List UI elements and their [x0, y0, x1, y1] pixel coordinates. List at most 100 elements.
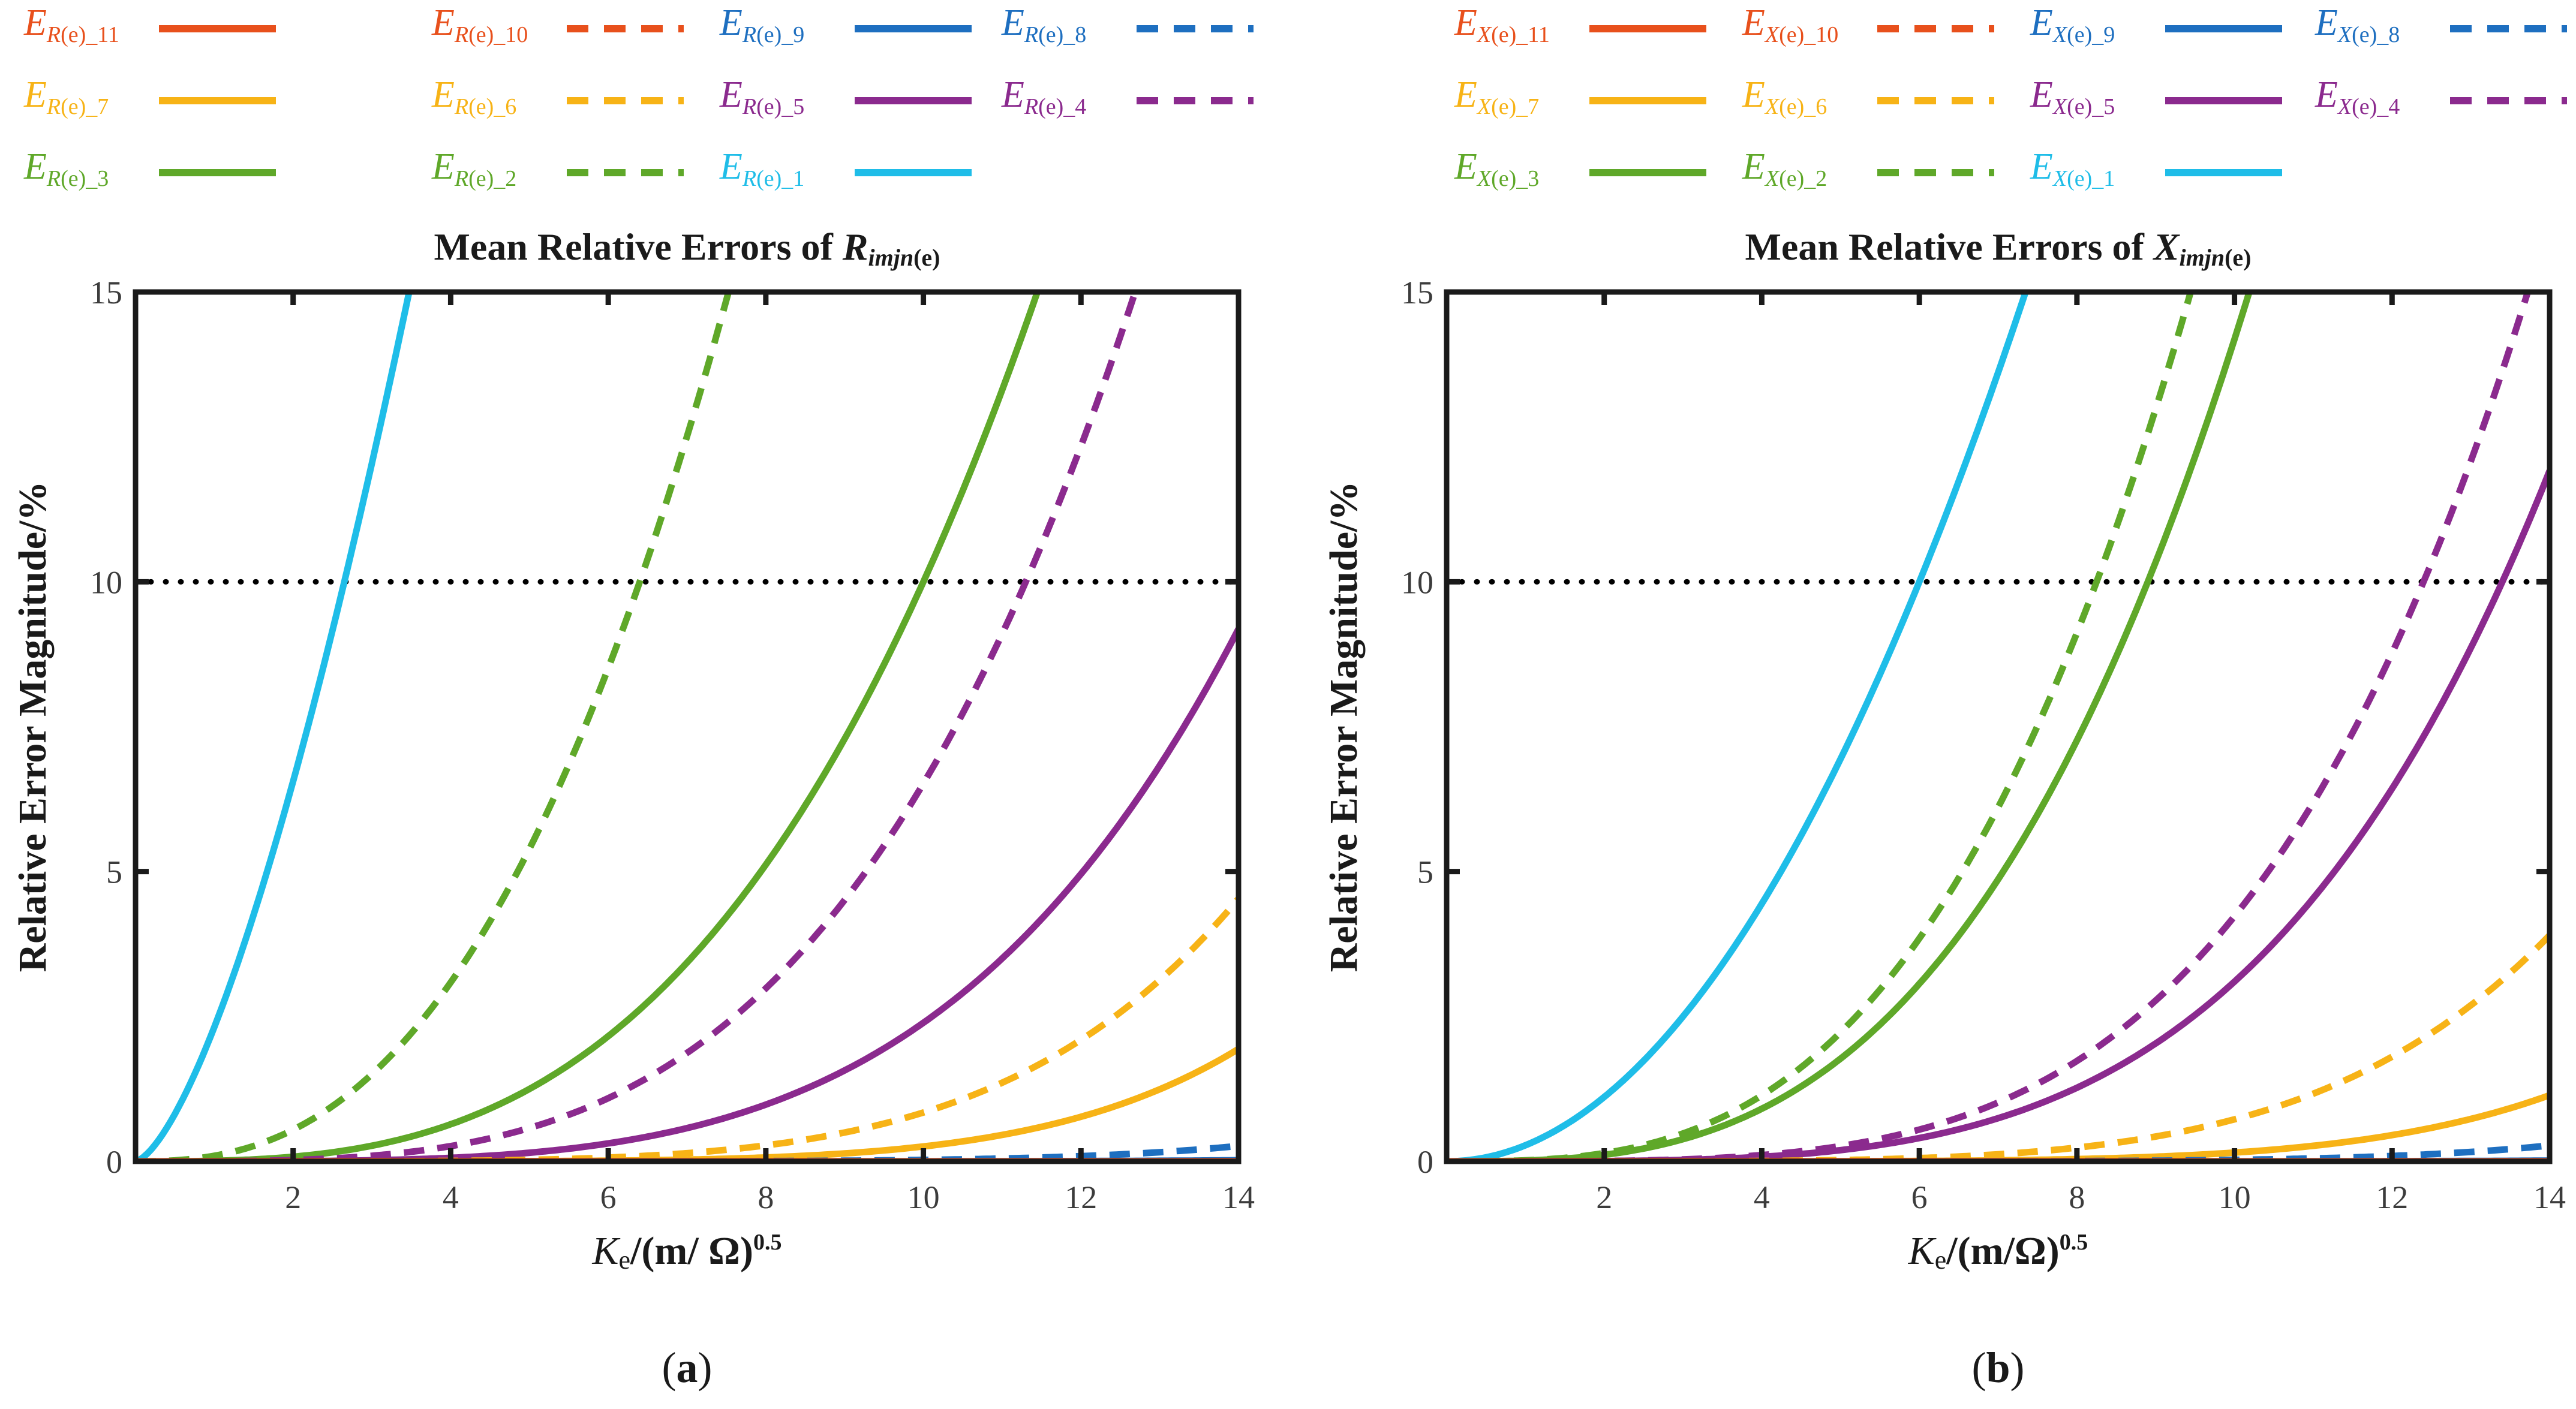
legend-item-E_R(e)_2: ER(e)_2	[431, 146, 684, 191]
x-tick-label: 8	[2069, 1179, 2085, 1215]
legend-label: EX(e)_9	[2030, 2, 2115, 47]
series-line-E_X(e)_3	[1447, 292, 2253, 1161]
legend-item-E_X(e)_7: EX(e)_7	[1454, 74, 1706, 119]
panel-label: (a)	[662, 1344, 713, 1392]
x-tick-label: 12	[2376, 1179, 2408, 1215]
x-tick-label: 2	[1596, 1179, 1612, 1215]
legend-subscript-rest: (e)_9	[756, 22, 804, 47]
legend-subscript-rest: (e)_8	[1038, 22, 1086, 47]
legend-item-E_R(e)_7: ER(e)_7	[23, 74, 276, 119]
chart-title-subscript: imjn	[2179, 244, 2225, 271]
legend-item-E_R(e)_10: ER(e)_10	[431, 2, 684, 47]
x-axis-label-var: K	[1908, 1229, 1937, 1273]
legend-symbol: E	[1454, 146, 1477, 187]
chart-title-subscript: imjn	[868, 244, 913, 271]
legend-label: EX(e)_10	[1742, 2, 1838, 47]
legend-symbol: E	[1742, 2, 1765, 43]
x-tick-label: 6	[600, 1179, 617, 1215]
legend-label: EX(e)_2	[1742, 146, 1827, 191]
legend-subscript-var: X	[1764, 166, 1780, 191]
legend-symbol: E	[431, 74, 455, 115]
legend-subscript-var: R	[454, 94, 468, 119]
legend-label: ER(e)_7	[23, 74, 109, 119]
legend-symbol: E	[431, 146, 455, 187]
x-axis-label-exponent: 0.5	[753, 1230, 782, 1255]
legend-symbol: E	[1454, 74, 1477, 115]
legend-item-E_X(e)_5: EX(e)_5	[2030, 74, 2282, 119]
legend-label: ER(e)_10	[431, 2, 528, 47]
legend-label: EX(e)_8	[2315, 2, 2400, 47]
legend-symbol: E	[1454, 2, 1477, 43]
legend-item-E_R(e)_6: ER(e)_6	[431, 74, 684, 119]
legend-subscript-var: X	[1476, 22, 1492, 47]
chart-title-prefix: Mean Relative Errors of	[434, 225, 843, 268]
chart-title-subscript-e: (e)	[2225, 244, 2251, 271]
x-axis-label-sub: e	[1935, 1245, 1947, 1275]
legend-item-E_R(e)_4: ER(e)_4	[1001, 74, 1254, 119]
x-tick-label: 14	[1222, 1179, 1255, 1215]
legend-symbol: E	[719, 146, 743, 187]
legend-subscript-rest: (e)_10	[1779, 22, 1838, 47]
legend-subscript-var: R	[742, 94, 756, 119]
y-tick-label: 15	[90, 275, 122, 311]
legend-subscript-var: R	[742, 166, 756, 191]
legend-symbol: E	[23, 2, 47, 43]
legend-subscript-rest: (e)_8	[2352, 22, 2400, 47]
legend-subscript-var: R	[454, 166, 468, 191]
legend-symbol: E	[2030, 146, 2053, 187]
legend: EX(e)_11 EX(e)_10 EX(e)_9 EX(e)_8EX(e)_7 EX(…	[1454, 2, 2567, 191]
legend-subscript-rest: (e)_2	[1779, 166, 1827, 191]
legend-symbol: E	[431, 2, 455, 43]
legend-item-E_X(e)_3: EX(e)_3	[1454, 146, 1706, 191]
series-lines	[1447, 292, 2550, 1161]
legend-subscript-var: X	[2337, 94, 2353, 119]
legend-symbol: E	[2030, 74, 2053, 115]
x-tick-label: 10	[2219, 1179, 2251, 1215]
legend-subscript-var: R	[1024, 22, 1038, 47]
legend-subscript-var: X	[2052, 22, 2068, 47]
y-tick-label: 0	[1417, 1144, 1433, 1180]
x-axis-label-var: K	[591, 1229, 620, 1273]
chart-panel-b: 2 4 6 8 10 12 14 0 5 10 15 Mean Relative Errors of …	[1322, 2, 2567, 1392]
legend-item-E_X(e)_6: EX(e)_6	[1742, 74, 1994, 119]
legend-label: EX(e)_6	[1742, 74, 1827, 119]
legend-subscript-var: X	[1476, 94, 1492, 119]
series-line-E_X(e)_2	[1447, 292, 2195, 1161]
legend-label: ER(e)_2	[431, 146, 516, 191]
y-tick-label: 5	[1417, 854, 1433, 890]
x-tick-label: 2	[285, 1179, 301, 1215]
x-axis-label-unit: /(m/ Ω)	[630, 1229, 753, 1273]
legend-item-E_X(e)_2: EX(e)_2	[1742, 146, 1994, 191]
y-axis-label: Relative Error Magnitude/%	[11, 481, 55, 973]
legend-label: EX(e)_7	[1454, 74, 1539, 119]
series-lines	[136, 292, 1239, 1161]
legend-subscript-var: R	[46, 22, 61, 47]
legend-label: ER(e)_11	[23, 2, 119, 47]
y-tick-label: 10	[90, 564, 122, 600]
legend-subscript-rest: (e)_11	[1491, 22, 1550, 47]
legend-symbol: E	[2315, 2, 2338, 43]
x-axis-label: Ke/(m/Ω)0.5	[1908, 1229, 2088, 1275]
legend-subscript-rest: (e)_3	[1491, 166, 1539, 191]
chart-title-prefix: Mean Relative Errors of	[1745, 225, 2154, 268]
legend-subscript-rest: (e)_11	[61, 22, 119, 47]
y-tick-label: 0	[106, 1144, 122, 1180]
legend-subscript-rest: (e)_5	[2067, 94, 2115, 119]
series-line-E_R(e)_5	[136, 627, 1239, 1161]
legend-subscript-rest: (e)_3	[61, 166, 109, 191]
x-tick-label: 8	[758, 1179, 774, 1215]
legend-subscript-var: R	[46, 166, 61, 191]
legend-label: EX(e)_3	[1454, 146, 1539, 191]
legend-label: EX(e)_1	[2030, 146, 2115, 191]
y-tick-label: 5	[106, 854, 122, 890]
legend-symbol: E	[2030, 2, 2053, 43]
legend-label: ER(e)_6	[431, 74, 516, 119]
series-line-E_R(e)_4	[136, 292, 1139, 1161]
legend-subscript-var: R	[742, 22, 756, 47]
legend-label: ER(e)_1	[719, 146, 804, 191]
x-axis-label-exponent: 0.5	[2060, 1230, 2088, 1255]
series-line-E_X(e)_6	[1447, 933, 2550, 1161]
plot-frame	[133, 289, 1242, 1164]
x-tick-label: 12	[1065, 1179, 1097, 1215]
